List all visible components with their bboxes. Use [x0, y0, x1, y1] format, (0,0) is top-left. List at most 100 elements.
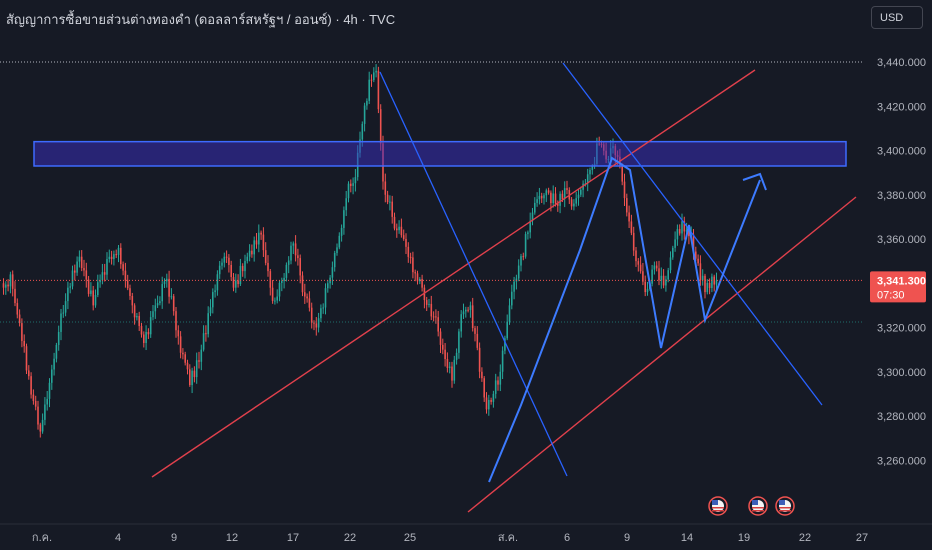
candle-body — [218, 265, 221, 275]
candle-body — [189, 369, 191, 386]
candle-body — [531, 212, 534, 221]
candle-body — [152, 311, 154, 318]
candle-body — [168, 278, 170, 297]
candle-body — [207, 313, 209, 335]
candle-body — [639, 264, 642, 272]
candle — [706, 279, 709, 295]
candle — [400, 218, 403, 238]
candle — [69, 282, 71, 294]
candle — [504, 335, 506, 355]
candle-body — [559, 193, 561, 206]
candle — [471, 297, 474, 332]
candle — [239, 258, 242, 287]
candle — [570, 197, 573, 210]
rising-channel-lower[interactable] — [467, 196, 857, 513]
candle-body — [255, 240, 258, 245]
candle — [529, 212, 531, 239]
candle-body — [28, 370, 30, 377]
currency-button[interactable]: USD — [871, 6, 923, 29]
candle-body — [209, 307, 212, 314]
candle — [508, 298, 511, 325]
candle — [416, 270, 419, 285]
candle-body — [623, 181, 626, 199]
rising-channel-upper[interactable] — [151, 69, 756, 478]
us-flag-icon[interactable] — [708, 496, 728, 516]
candle-body — [170, 296, 173, 298]
candle — [62, 305, 65, 318]
resistance-zone[interactable] — [33, 140, 847, 167]
candle — [260, 230, 262, 240]
candle — [396, 223, 398, 238]
candle-body — [628, 212, 630, 222]
candle-body — [221, 262, 223, 266]
candle — [246, 252, 249, 264]
candle-body — [331, 267, 334, 278]
candle — [113, 250, 115, 266]
candle-body — [393, 216, 396, 229]
time-tick-label: ส.ค. — [498, 532, 518, 544]
candle-body — [16, 303, 19, 315]
candle — [338, 232, 341, 250]
candle — [251, 244, 253, 258]
candle-body — [241, 265, 244, 272]
candle-body — [432, 316, 435, 318]
falling-trendline-2[interactable] — [562, 62, 823, 406]
candle-body — [494, 380, 497, 394]
candle — [653, 261, 656, 275]
candle-body — [621, 165, 623, 182]
candle — [131, 292, 134, 314]
candle-body — [370, 79, 373, 81]
candle — [488, 394, 490, 416]
candle — [501, 346, 504, 380]
candle-body — [232, 277, 235, 288]
candle — [524, 231, 527, 259]
candle-body — [343, 210, 345, 228]
candle — [120, 243, 122, 269]
candle-body — [327, 283, 329, 289]
candle-body — [407, 246, 410, 257]
candle — [350, 179, 352, 193]
candle — [262, 227, 265, 257]
candle — [683, 216, 686, 240]
time-tick-label: 12 — [226, 532, 238, 544]
candle-body — [94, 294, 97, 306]
candle-body — [708, 283, 711, 289]
candle — [453, 355, 456, 384]
candle — [177, 325, 180, 345]
candle-body — [488, 400, 490, 410]
falling-trendline-1[interactable] — [379, 71, 568, 477]
time-tick-label: 25 — [404, 532, 416, 544]
candle-body — [435, 316, 437, 318]
candle-body — [159, 301, 161, 304]
candle — [554, 187, 557, 207]
candle-body — [140, 326, 143, 335]
candle-body — [462, 311, 465, 315]
candle-body — [524, 234, 527, 257]
projection-arrowhead[interactable] — [742, 172, 767, 191]
candle-body — [120, 247, 122, 265]
candle — [276, 289, 278, 304]
candle — [442, 338, 444, 355]
candle-body — [497, 380, 499, 385]
candle-body — [552, 193, 554, 204]
candle — [308, 291, 311, 312]
us-flag-icon[interactable] — [748, 496, 768, 516]
candle — [577, 189, 580, 206]
candle — [428, 298, 430, 308]
candle-body — [347, 183, 350, 199]
candle — [455, 348, 458, 365]
candle-body — [2, 283, 5, 288]
candle — [678, 224, 681, 236]
candle — [494, 373, 497, 399]
candle-body — [428, 303, 430, 305]
candle — [9, 271, 12, 294]
candle — [152, 305, 154, 321]
candle — [315, 317, 318, 336]
us-flag-icon[interactable] — [775, 496, 795, 516]
candle-body — [34, 400, 37, 407]
candle-body — [437, 317, 439, 332]
candle — [320, 304, 322, 322]
candle — [244, 254, 246, 279]
projection-path[interactable] — [488, 156, 761, 483]
